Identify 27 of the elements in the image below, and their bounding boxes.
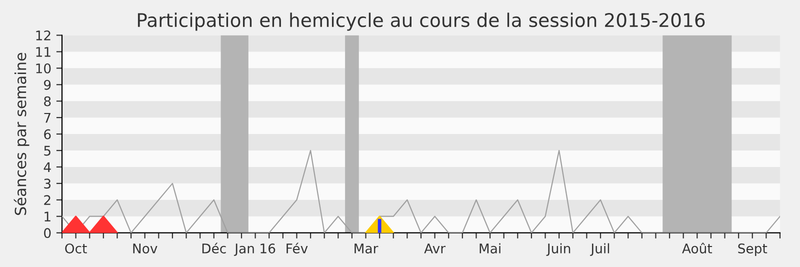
y-tick-label: 7: [44, 112, 50, 123]
y-tick-label: 10: [36, 63, 51, 74]
x-tick-label: Mai: [480, 243, 500, 254]
x-tick-label: Nov: [133, 244, 158, 254]
y-tick-label: 6: [44, 129, 51, 140]
y-tick-label: 9: [44, 80, 51, 90]
x-tick-label: Sept: [738, 243, 768, 256]
y-tick-label: 3: [44, 178, 51, 189]
y-tick-label: 0: [44, 228, 51, 238]
x-tick-label: Mar: [354, 244, 378, 254]
y-tick-label: 2: [44, 195, 50, 205]
x-tick-label: Août: [682, 242, 712, 254]
chart-title: Participation en hemicycle au cours de la session 2015-2016: [138, 12, 705, 31]
y-axis-title: Séances par semaine: [14, 52, 30, 215]
x-tick-label: Jan 16: [234, 243, 276, 256]
x-tick-label: Déc: [202, 242, 226, 254]
y-tick-label: 11: [36, 47, 50, 57]
x-tick-label: Avr: [424, 244, 446, 254]
y-tick-label: 12: [36, 30, 50, 40]
y-tick-label: 8: [44, 96, 51, 106]
y-tick-label: 4: [44, 162, 51, 172]
x-tick-label: Fév: [286, 242, 308, 254]
y-tick-label: 5: [44, 146, 50, 156]
x-tick-label: Juin: [546, 243, 570, 256]
x-tick-label: Oct: [65, 243, 87, 254]
x-tick-label: Juil: [590, 243, 610, 256]
y-tick-label: 1: [44, 212, 50, 222]
